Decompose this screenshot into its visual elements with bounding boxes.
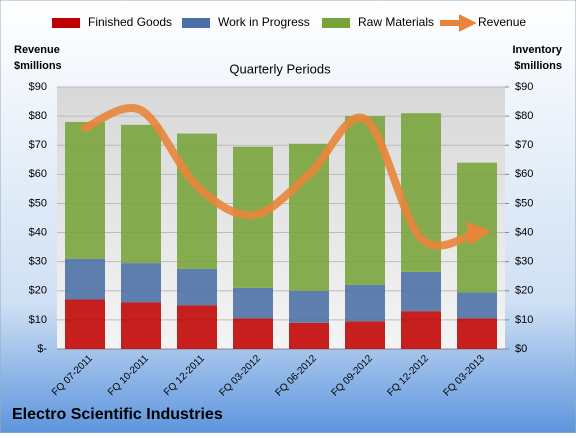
- bar: [233, 318, 273, 349]
- legend-label: Revenue: [478, 15, 526, 29]
- axis-title: Inventory $millions: [512, 44, 562, 72]
- y2-tick-label: $10: [515, 314, 533, 326]
- bar: [177, 268, 217, 306]
- bar: [457, 162, 497, 293]
- y-tick-label: $50: [29, 197, 47, 209]
- chart-title: Electro Scientific Industries: [12, 406, 223, 423]
- bar: [121, 302, 161, 349]
- y-tick-label: $60: [29, 168, 47, 180]
- subtitle: Quarterly Periods: [229, 61, 331, 76]
- bar: [289, 322, 329, 349]
- bar: [177, 305, 217, 349]
- bar: [401, 271, 441, 312]
- y2-tick-label: $40: [515, 226, 533, 238]
- y2-tick-label: $20: [515, 285, 533, 297]
- legend-label: Work in Progress: [218, 15, 310, 29]
- bar: [401, 311, 441, 349]
- line: [81, 104, 492, 250]
- y2-tick-label: $80: [515, 110, 533, 122]
- legend-swatch: [52, 18, 80, 28]
- bar: [65, 121, 105, 259]
- bar: [345, 284, 385, 322]
- axis-title: Revenue $millions: [14, 44, 62, 72]
- bar: [457, 318, 497, 349]
- bar: [121, 263, 161, 303]
- bar: [289, 143, 329, 291]
- bar: [289, 290, 329, 323]
- legend-label: Raw Materials: [358, 15, 434, 29]
- y-tick-label: $-: [37, 343, 47, 355]
- bar: [65, 258, 105, 300]
- legend-label: Finished Goods: [88, 15, 172, 29]
- y2-tick-label: $30: [515, 256, 533, 268]
- bar: [457, 292, 497, 319]
- bar: [345, 321, 385, 349]
- y-tick-label: $20: [29, 285, 47, 297]
- y-tick-label: $70: [29, 139, 47, 151]
- y2-tick-label: $70: [515, 139, 533, 151]
- legend-swatch: [182, 18, 210, 28]
- y-tick-label: $10: [29, 314, 47, 326]
- y-tick-label: $30: [29, 256, 47, 268]
- y2-tick-label: $0: [515, 343, 527, 355]
- legend-swatch: [322, 18, 350, 28]
- bar: [121, 124, 161, 264]
- y2-tick-label: $90: [515, 81, 533, 93]
- y2-tick-label: $50: [515, 197, 533, 209]
- y-tick-label: $80: [29, 110, 47, 122]
- bar: [233, 287, 273, 319]
- y-tick-label: $90: [29, 81, 47, 93]
- bar: [65, 299, 105, 349]
- y-tick-label: $40: [29, 226, 47, 238]
- y2-tick-label: $60: [515, 168, 533, 180]
